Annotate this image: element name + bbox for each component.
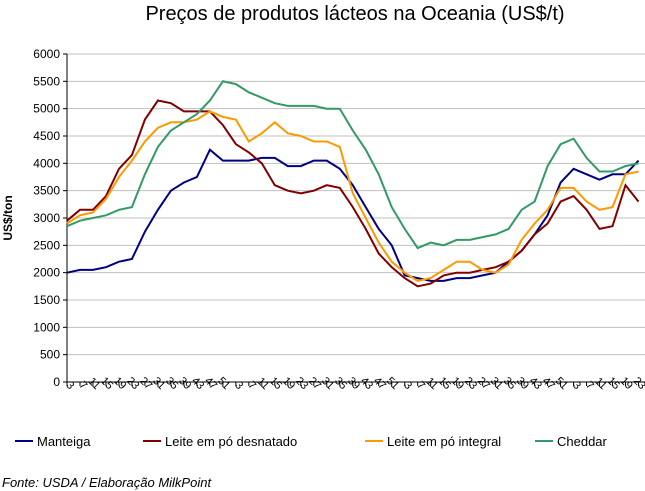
y-tick-label: 0 [53,375,60,389]
legend-label: Cheddar [557,434,608,449]
source-note: Fonte: USDA / Elaboração MilkPoint [2,475,212,490]
series-line-0 [66,148,640,282]
y-tick-label: 1000 [33,320,60,334]
y-tick-label: 2500 [33,238,60,252]
x-tick-label: 51 [215,375,232,392]
y-tick-label: 5500 [33,74,60,88]
legend-label: Leite em pó integral [387,434,501,449]
x-tick-label: 3 [232,379,245,392]
series-line-1 [66,99,640,288]
legend-entry: Leite em pó desnatado [143,434,297,449]
y-tick-label: 500 [40,348,60,362]
x-tick-label: 3 [64,379,77,392]
y-axis-label: US$/ton [1,195,15,240]
y-tick-label: 2000 [33,266,60,280]
x-tick-label: 3 [570,379,583,392]
legend-label: Manteiga [37,434,91,449]
legend-entry: Manteiga [15,434,91,449]
y-tick-label: 4000 [33,156,60,170]
chart-title: Preços de produtos lácteos na Oceania (U… [145,3,564,25]
x-tick-label: 23 [631,375,645,392]
series-line-3 [66,80,639,250]
legend-entry: Cheddar [535,434,608,449]
x-tick-label: 51 [553,375,570,392]
y-tick-label: 3000 [33,211,60,225]
x-tick-label: 51 [384,375,401,392]
legend-entry: Leite em pó integral [365,434,501,449]
x-tick-label: 3 [401,379,414,392]
y-tick-label: 4500 [33,129,60,143]
y-tick-label: 1500 [33,293,60,307]
series-line-2 [66,110,639,282]
y-tick-label: 6000 [33,47,60,61]
legend-label: Leite em pó desnatado [165,434,297,449]
y-tick-label: 5000 [33,102,60,116]
y-tick-label: 3500 [33,184,60,198]
